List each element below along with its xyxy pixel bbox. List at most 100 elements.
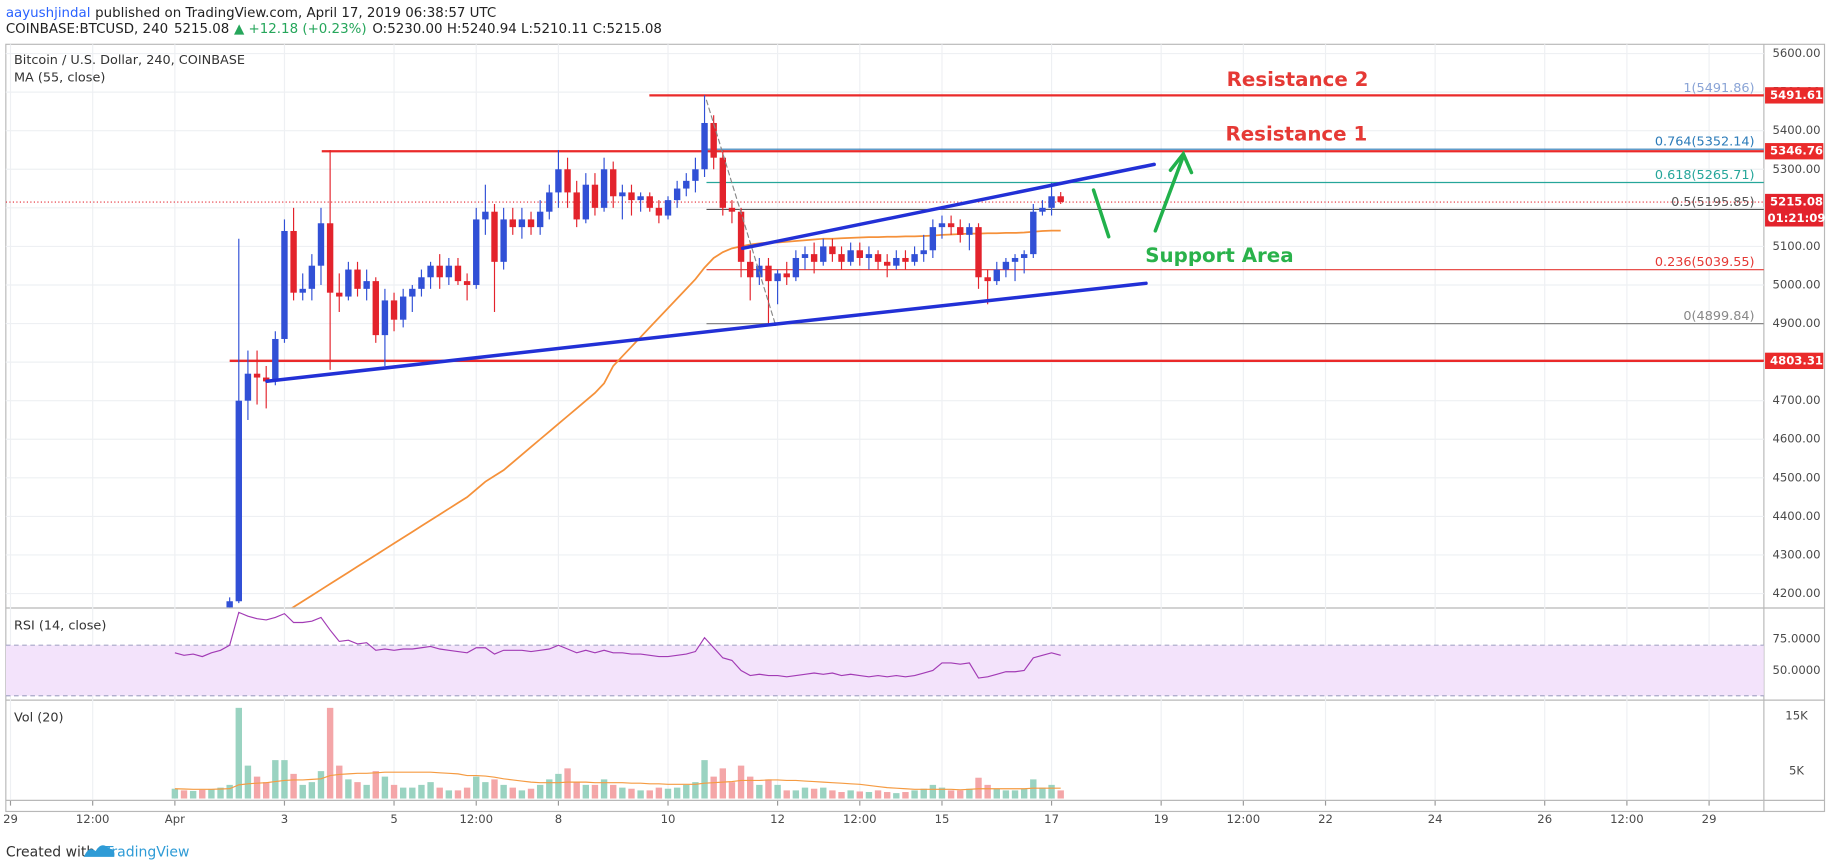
y-tick-label: 4300.00 — [1772, 547, 1820, 561]
level-label: 4803.31 — [1770, 353, 1823, 367]
y-tick-label: 5K — [1789, 764, 1804, 778]
y-tick-label: 4900.00 — [1772, 316, 1820, 330]
candle-body — [957, 227, 964, 235]
x-tick-label: 12:00 — [76, 812, 110, 826]
volume-bar — [409, 787, 416, 799]
volume-bar — [573, 782, 580, 799]
candle-body — [893, 257, 900, 266]
logo — [83, 845, 115, 857]
candle-body — [445, 265, 453, 278]
candle-body — [235, 400, 242, 602]
candle-body — [874, 254, 882, 262]
ma-label: MA (55, close) — [14, 71, 105, 86]
candle-body — [783, 273, 790, 278]
candle-body — [1011, 257, 1019, 262]
volume-bar — [180, 790, 188, 799]
candle-body — [683, 180, 690, 189]
volume-bar — [363, 784, 370, 799]
volume-bar — [546, 779, 553, 799]
volume-bar — [673, 787, 681, 799]
candle-body — [637, 196, 644, 201]
fib-label: 1(5491.86) — [1683, 81, 1754, 96]
drawings — [265, 99, 1194, 383]
header-line-1: aayushjindal published on TradingView.com… — [6, 6, 496, 21]
volume-bar — [1057, 790, 1064, 799]
candle-body — [856, 250, 863, 258]
volume-bar — [810, 788, 818, 799]
volume-ma-line — [174, 771, 1061, 791]
volume-bar — [518, 790, 526, 799]
candle-body — [947, 223, 955, 228]
level-marker — [1765, 352, 1824, 370]
candle-body — [1030, 211, 1037, 255]
level-label: 5346.76 — [1770, 144, 1823, 158]
axes: 29 12:00 Apr 3 5 12:00 8 10 12 12:00 15 17 19 12:00 22… — [3, 46, 1825, 826]
volume-bar — [600, 779, 608, 799]
candle-body — [993, 269, 1000, 282]
arrow — [1153, 154, 1186, 233]
volume-bar — [920, 788, 927, 799]
volume-bar — [692, 782, 699, 799]
volume-bar — [500, 784, 507, 799]
y-tick-label: 4600.00 — [1772, 432, 1820, 446]
volume-bar — [801, 787, 809, 799]
y-tick-label: 4700.00 — [1772, 393, 1820, 407]
volume-bar — [893, 793, 900, 799]
candle-body — [701, 122, 708, 170]
candle-body — [902, 257, 909, 262]
candle-body — [646, 196, 653, 208]
candle-body — [436, 265, 443, 278]
candle-body — [454, 265, 462, 282]
y-tick-label: 4400.00 — [1772, 509, 1820, 523]
volume-bar — [938, 787, 946, 799]
candle-body — [573, 192, 580, 220]
candle-body — [737, 211, 745, 262]
x-tick-label: 17 — [1044, 812, 1059, 826]
candle-body — [482, 211, 489, 220]
candle-body — [564, 169, 571, 193]
x-tick-label: 15 — [935, 812, 950, 826]
volume-bar — [509, 787, 516, 799]
candle-body — [719, 157, 727, 208]
volume-bar — [345, 779, 352, 799]
volume-bar — [372, 771, 379, 799]
x-tick-label: 12:00 — [1227, 812, 1261, 826]
trend-line — [740, 162, 1156, 251]
volume-bar — [829, 790, 836, 799]
symbol: COINBASE:BTCUSD, 240 — [6, 22, 168, 37]
author[interactable]: aayushjindal — [6, 6, 91, 21]
candle-body — [747, 261, 754, 278]
trend-line — [265, 322, 778, 383]
candle-body — [1057, 196, 1064, 203]
volume-bar — [326, 707, 334, 799]
volume-bar — [199, 789, 206, 799]
footer-brand[interactable]: TradingView — [104, 844, 189, 860]
x-tick-label: 12:00 — [459, 812, 493, 826]
candle-body — [765, 265, 772, 282]
ma-line — [291, 229, 1061, 608]
candle-body — [555, 169, 562, 193]
price-pane: 1(5491.86) 0.764(5352.14) 0.618(5265.71) 0.… — [5, 81, 1764, 608]
countdown: 01:21:09 — [1768, 211, 1826, 225]
candle-body — [829, 246, 836, 255]
candle-body — [363, 281, 370, 289]
candle-body — [1002, 261, 1010, 270]
volume-bar — [208, 789, 215, 799]
volume-bar — [1002, 790, 1010, 799]
x-tick-label: 19 — [1154, 812, 1169, 826]
candle-body — [865, 254, 873, 258]
annotation: Resistance 2 — [1227, 68, 1369, 91]
candle-body — [308, 265, 316, 289]
arrow-head — [1168, 150, 1194, 175]
candle-body — [664, 200, 672, 216]
fib-label: 0.236(5039.55) — [1655, 255, 1755, 270]
candle-body — [253, 373, 261, 378]
candle-body — [399, 296, 407, 320]
candle-body — [518, 219, 526, 228]
volume-bar — [929, 784, 937, 799]
candle-body — [409, 288, 416, 297]
volume-bar — [582, 784, 590, 799]
volume-bar — [189, 790, 197, 799]
candle-body — [975, 227, 982, 278]
